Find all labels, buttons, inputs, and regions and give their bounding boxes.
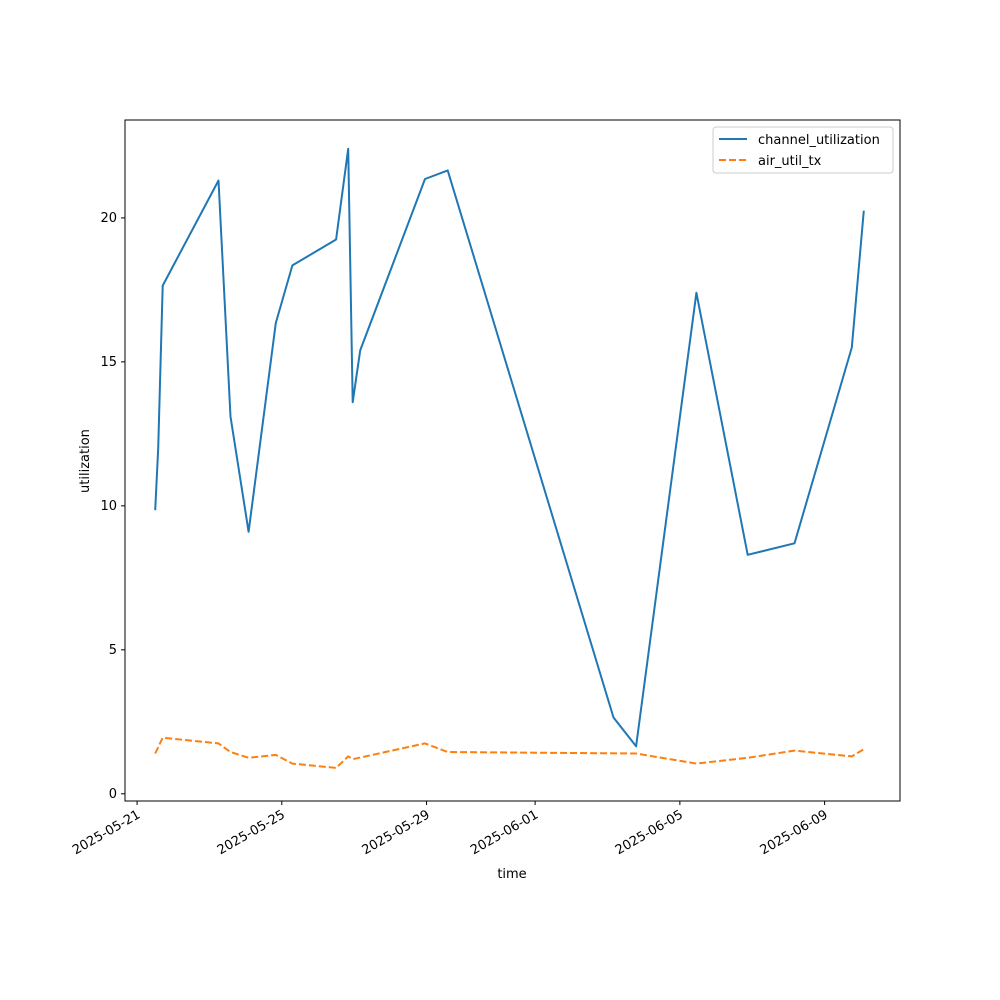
x-tick-label: 2025-06-05 xyxy=(613,807,686,858)
series-line-air-util-tx xyxy=(154,736,865,769)
legend: channel_utilization air_util_tx xyxy=(712,126,894,174)
x-tick-label: 2025-06-09 xyxy=(758,807,831,858)
plot-frame xyxy=(124,119,901,802)
x-tick-label: 2025-05-25 xyxy=(215,807,288,858)
x-tick-label: 2025-06-01 xyxy=(468,807,541,858)
legend-box xyxy=(712,126,894,174)
y-axis: 0 5 10 15 20 xyxy=(100,211,125,802)
y-axis-label: utilization xyxy=(78,429,93,493)
y-tick-label: 15 xyxy=(100,355,117,370)
legend-label: air_util_tx xyxy=(758,154,822,169)
x-tick-label: 2025-05-21 xyxy=(70,807,143,858)
x-tick-label: 2025-05-29 xyxy=(360,807,433,858)
legend-label: channel_utilization xyxy=(758,133,880,148)
y-tick-label: 0 xyxy=(109,787,117,802)
series-line-channel-utilization xyxy=(154,147,865,748)
x-axis-label: time xyxy=(497,867,526,882)
plot-area xyxy=(124,119,901,802)
x-axis: 2025-05-21 2025-05-25 2025-05-29 2025-06-01… xyxy=(70,801,831,858)
series-layer xyxy=(154,147,865,769)
y-tick-label: 5 xyxy=(109,643,117,658)
y-tick-label: 20 xyxy=(100,211,117,226)
y-tick-label: 10 xyxy=(100,499,117,514)
